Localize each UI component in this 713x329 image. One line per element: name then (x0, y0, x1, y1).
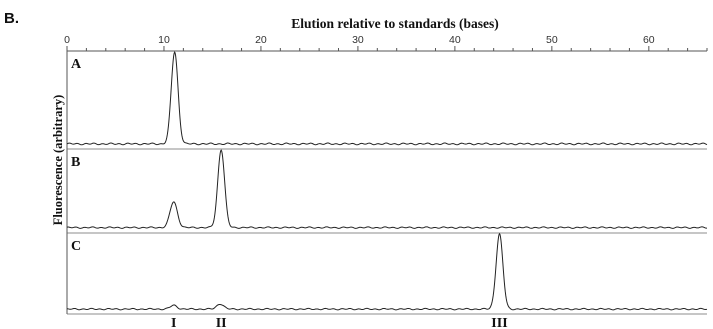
panel-trace (66, 232, 708, 311)
panel-trace (66, 51, 708, 146)
panel-c: C (66, 232, 708, 314)
x-axis: 0 10 20 30 40 50 60 (64, 34, 708, 52)
peak-marker-label: I (171, 316, 176, 329)
panel-trace (66, 149, 708, 229)
x-tick-label: 60 (643, 34, 655, 46)
x-tick-label: 30 (352, 34, 364, 46)
peak-marker-label: III (491, 316, 507, 329)
peak-markers: I II III (171, 316, 508, 329)
panel-a: A (66, 51, 708, 149)
panel-label: B (71, 155, 80, 170)
y-axis-label: Fluorescence (arbitrary) (51, 95, 65, 226)
panel-label: C (71, 239, 81, 254)
peak-marker-label: II (216, 316, 227, 329)
x-tick-label: 0 (64, 34, 70, 46)
chart-title: Elution relative to standards (bases) (291, 16, 499, 31)
panel-b: B (66, 148, 708, 233)
x-tick-label: 10 (158, 34, 170, 46)
x-tick-label: 20 (255, 34, 267, 46)
panel-label: A (71, 57, 82, 72)
x-tick-label: 50 (546, 34, 558, 46)
x-tick-label: 40 (449, 34, 461, 46)
panels: A B C (66, 51, 708, 315)
figure-label: B. (4, 10, 19, 27)
